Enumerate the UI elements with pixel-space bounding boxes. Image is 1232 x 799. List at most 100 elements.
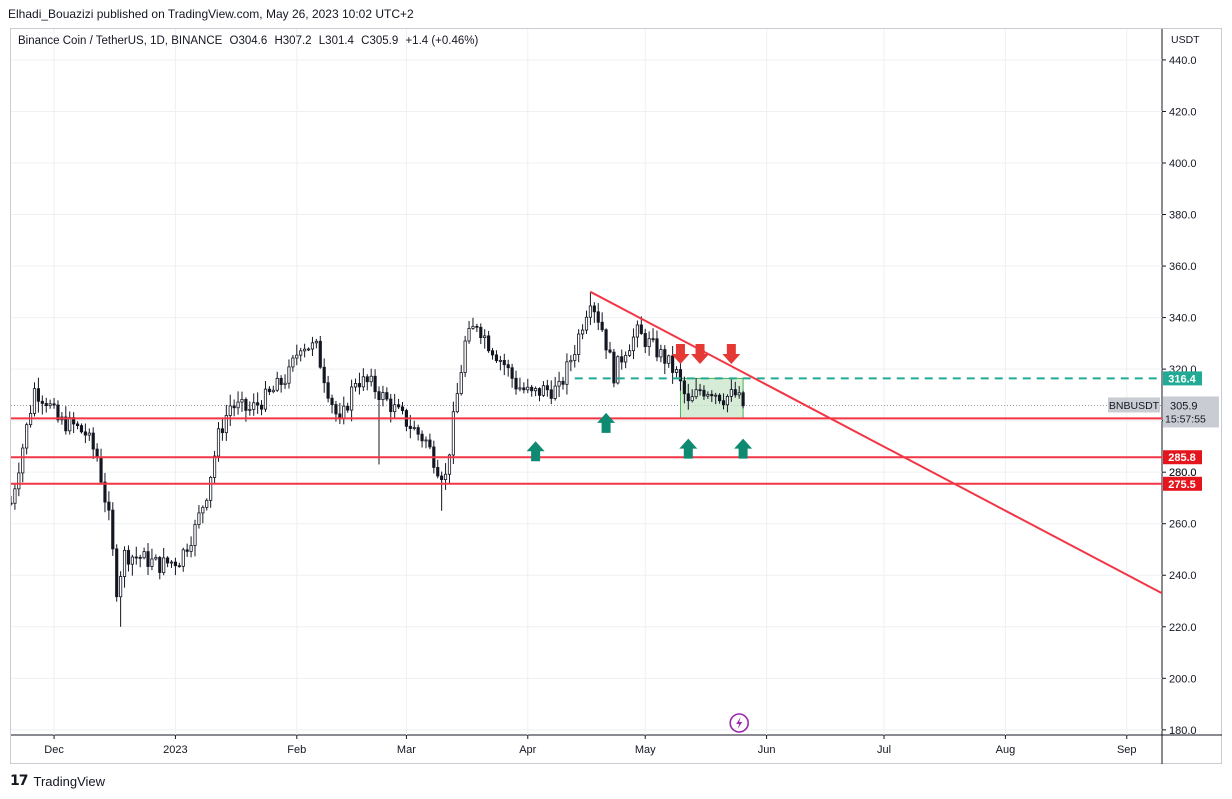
- candle: [694, 378, 698, 400]
- candle-body: [64, 416, 68, 432]
- candle-body: [52, 403, 56, 406]
- candle-body: [714, 394, 718, 397]
- candle-body: [455, 393, 459, 413]
- candle: [737, 386, 741, 399]
- candle: [283, 374, 287, 389]
- candle-body: [79, 425, 84, 433]
- candle-body: [624, 354, 628, 363]
- candle-body: [490, 350, 495, 356]
- candle: [150, 548, 154, 571]
- level-tag-support: 275.5: [1163, 476, 1202, 491]
- descending-trendline: [589, 290, 1162, 595]
- candle-body: [557, 380, 561, 387]
- candle-body: [228, 405, 232, 416]
- candle: [91, 427, 95, 459]
- candle-body: [514, 377, 518, 390]
- level-tag-support-bg: [1163, 476, 1202, 491]
- candle: [678, 362, 683, 391]
- candle-body: [279, 377, 283, 385]
- candle-body: [581, 329, 585, 335]
- candle: [596, 303, 600, 331]
- candle: [440, 471, 444, 511]
- arrow-up-icon: [734, 438, 753, 459]
- candle: [122, 546, 127, 588]
- arrow-up-icon: [679, 438, 698, 459]
- lightning-icon: [729, 713, 749, 733]
- candle: [36, 377, 40, 413]
- candle-body: [678, 369, 683, 382]
- candle: [647, 331, 651, 356]
- y-tick-label: 380.0: [1169, 210, 1197, 222]
- candle: [436, 459, 440, 479]
- candle: [581, 324, 585, 340]
- candle-body: [91, 432, 95, 450]
- candle-body: [659, 349, 663, 358]
- candle: [729, 378, 733, 402]
- candle: [357, 372, 362, 395]
- candle-body: [620, 356, 624, 363]
- candle-body: [616, 356, 620, 384]
- candle-body: [373, 375, 377, 393]
- candle: [326, 375, 330, 403]
- candle: [671, 346, 675, 384]
- level-tag-resistance-text: 316.4: [1168, 373, 1196, 385]
- candle: [518, 377, 522, 392]
- candle-body: [577, 333, 581, 355]
- tradingview-logo[interactable]: 𝟭𝟳 TradingView: [10, 773, 105, 789]
- candle: [365, 374, 369, 391]
- candle-body: [181, 549, 185, 567]
- candle-body: [522, 387, 526, 391]
- candle: [169, 560, 174, 568]
- candle-body: [651, 338, 655, 341]
- candle: [189, 536, 193, 558]
- candle-body: [40, 400, 44, 404]
- candle-body: [220, 428, 224, 434]
- candle-body: [592, 305, 596, 313]
- candle: [322, 358, 326, 393]
- candle: [236, 391, 240, 415]
- extra-axis-label: 280.0: [1169, 467, 1197, 479]
- candle-body: [107, 501, 111, 511]
- candle-body: [369, 375, 373, 383]
- candle: [522, 382, 526, 394]
- candle-body: [32, 388, 37, 414]
- candle: [291, 354, 295, 372]
- y-tick-label: 260.0: [1169, 519, 1197, 531]
- x-tick-label: Jun: [758, 744, 776, 756]
- candle-body: [471, 325, 475, 329]
- candle-body: [334, 404, 338, 415]
- candle-body: [122, 549, 127, 577]
- candle: [103, 472, 107, 513]
- candle: [561, 376, 565, 390]
- candle: [659, 344, 663, 363]
- candle: [381, 385, 385, 407]
- candle: [741, 390, 745, 409]
- candle: [584, 310, 589, 334]
- candle-body: [643, 333, 647, 347]
- candle: [99, 448, 103, 485]
- candle: [138, 554, 142, 568]
- candle-body: [393, 404, 397, 413]
- candle: [79, 423, 84, 434]
- candle: [608, 341, 612, 354]
- candle: [13, 482, 17, 510]
- candle-body: [377, 391, 381, 401]
- candle: [459, 364, 463, 396]
- candle-body: [502, 359, 506, 366]
- candle: [44, 397, 48, 413]
- candle: [29, 405, 33, 428]
- candle-body: [608, 349, 612, 353]
- candle: [710, 390, 714, 403]
- candle-body: [487, 335, 491, 352]
- candle: [494, 350, 499, 363]
- candle-body: [721, 400, 726, 406]
- x-tick-label: 2023: [163, 744, 187, 756]
- candle: [725, 394, 730, 413]
- candle-body: [463, 340, 467, 373]
- candle: [616, 355, 620, 385]
- candle-body: [44, 403, 48, 407]
- candle-body: [197, 512, 201, 525]
- candle: [295, 344, 299, 366]
- candle: [173, 557, 178, 576]
